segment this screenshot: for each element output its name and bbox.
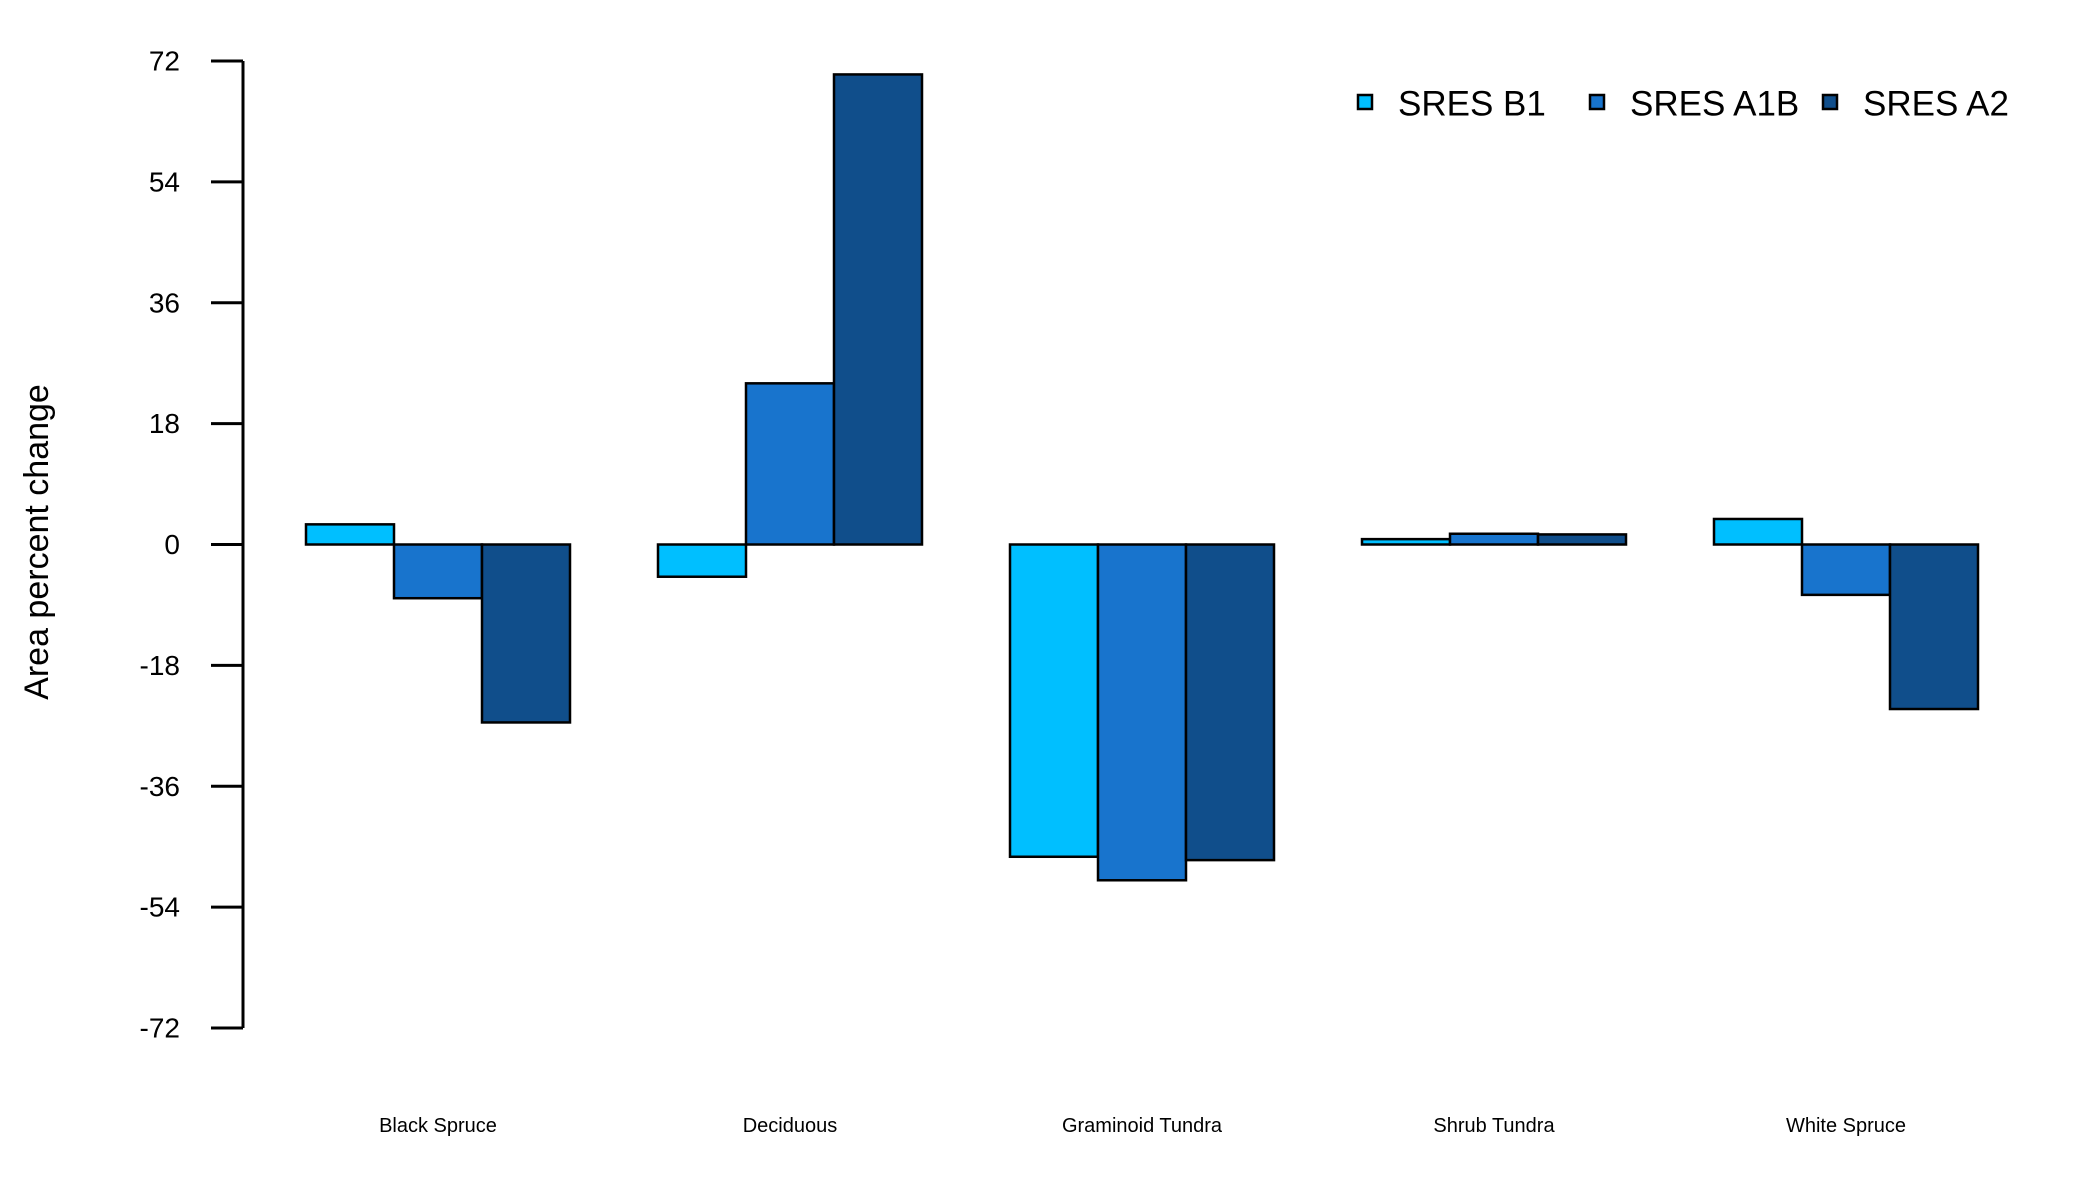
bar (832, 73, 924, 546)
y-tick-label: 0 (164, 529, 180, 560)
y-tick-label: 54 (149, 166, 180, 197)
y-axis-label: Area percent change (18, 384, 56, 700)
bars (304, 73, 1980, 882)
category-label: Shrub Tundra (1433, 1115, 1555, 1137)
bar (1096, 543, 1188, 882)
bar (392, 543, 484, 600)
y-tick-label: 18 (149, 408, 180, 439)
legend: SRES B1 SRES A1B SRES A2 (1356, 85, 2009, 124)
bar (744, 382, 836, 546)
legend-label: SRES A1B (1630, 85, 1799, 124)
category-label: Deciduous (743, 1115, 838, 1137)
bar (304, 523, 396, 546)
bar (656, 543, 748, 578)
y-axis-ticks: 72 54 36 18 0 -18 -36 -54 -72 (140, 46, 243, 1044)
legend-swatch (1588, 93, 1606, 111)
legend-swatch (1356, 93, 1374, 111)
bar (1008, 543, 1100, 859)
y-tick-label: -54 (140, 892, 180, 923)
bar (1448, 532, 1540, 546)
bar (1712, 517, 1804, 546)
y-tick-label: -72 (140, 1013, 180, 1044)
category-label: White Spruce (1786, 1115, 1906, 1137)
bar (480, 543, 572, 724)
category-label: Black Spruce (379, 1115, 497, 1137)
legend-swatch (1821, 93, 1839, 111)
y-tick-label: 36 (149, 287, 180, 318)
bar (1184, 543, 1276, 862)
y-tick-label: -18 (140, 650, 180, 681)
bar (1360, 537, 1452, 546)
bar (1888, 543, 1980, 711)
category-labels: Black Spruce Deciduous Graminoid Tundra Shr… (379, 1115, 1906, 1137)
y-tick-label: -36 (140, 771, 180, 802)
y-tick-label: 72 (149, 46, 180, 77)
legend-label: SRES B1 (1398, 85, 1546, 124)
category-label: Graminoid Tundra (1062, 1115, 1223, 1137)
bar (1536, 533, 1628, 546)
bar (1800, 543, 1892, 597)
legend-label: SRES A2 (1863, 85, 2009, 124)
